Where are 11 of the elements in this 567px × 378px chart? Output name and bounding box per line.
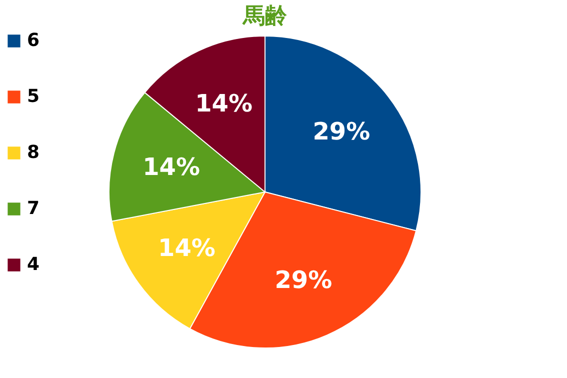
data-label: 14% <box>158 234 216 262</box>
data-label: 14% <box>142 152 200 181</box>
legend-label: 8 <box>27 142 40 163</box>
data-label: 14% <box>195 89 253 118</box>
legend-label: 6 <box>27 30 40 51</box>
legend-label: 7 <box>27 198 40 219</box>
legend-label: 5 <box>27 86 40 107</box>
data-label: 29% <box>274 266 332 294</box>
legend-label: 4 <box>27 254 40 275</box>
data-label: 29% <box>312 118 370 146</box>
chart-title: 馬齢 <box>242 4 288 29</box>
